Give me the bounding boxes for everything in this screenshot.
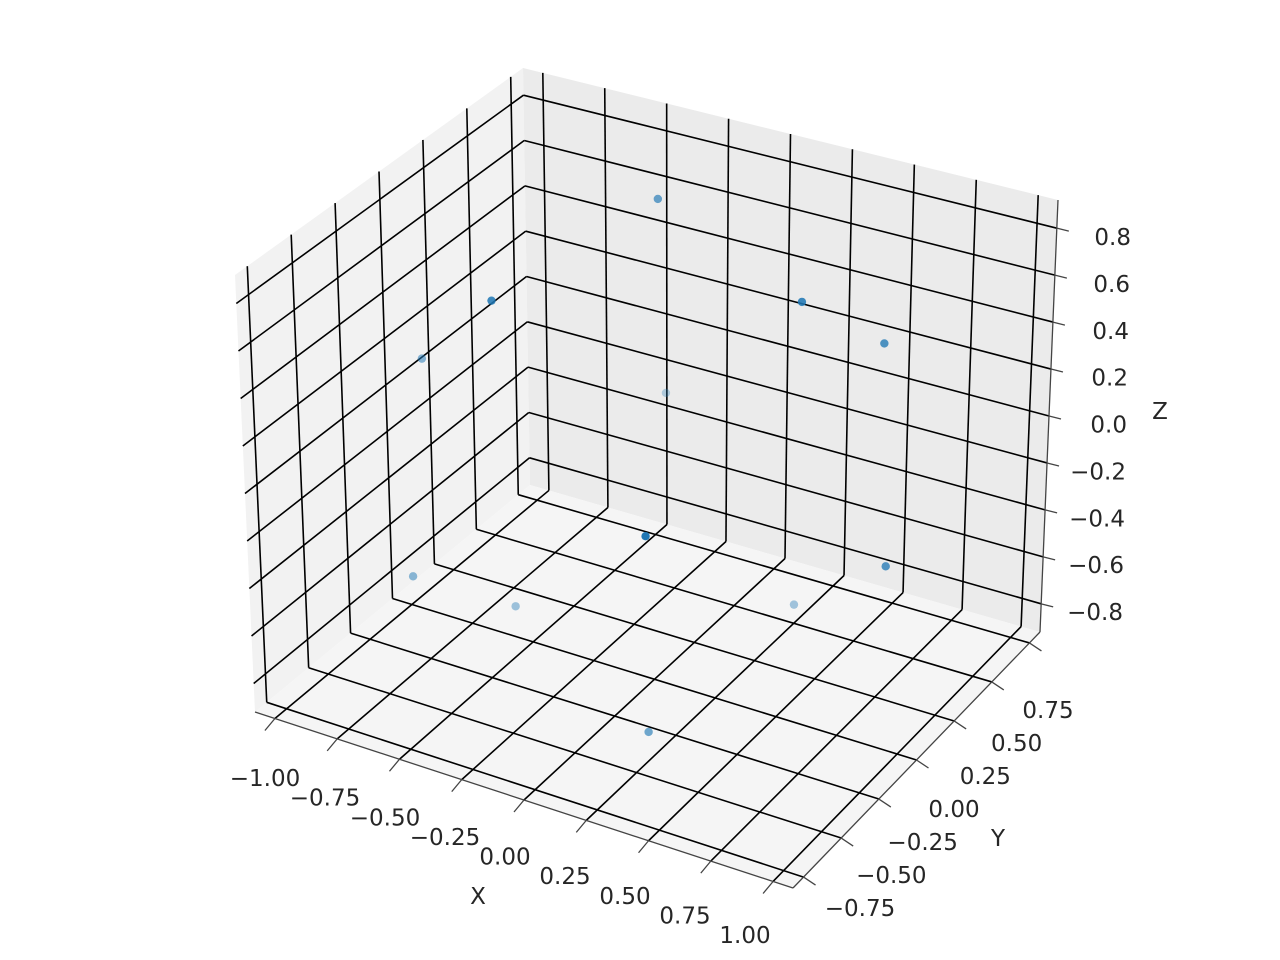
x-tick-label: 0.25: [539, 864, 590, 890]
y-tick-mark: [991, 681, 1005, 691]
data-point: [408, 572, 418, 581]
tick-labels: −1.00−0.75−0.50−0.250.000.250.500.751.00…: [230, 225, 1131, 949]
z-gridline-back: [527, 366, 1046, 511]
z-gridline-left: [244, 275, 527, 495]
data-point: [881, 562, 890, 571]
x-tick-label: 0.50: [599, 884, 650, 910]
x-axis-label: X: [470, 884, 486, 910]
z-gridline-left: [251, 411, 530, 637]
data-point: [511, 602, 520, 611]
data-point: [641, 531, 650, 541]
z-gridline-back: [525, 230, 1052, 370]
x-tick-label: −0.75: [290, 786, 360, 812]
z-tick-label: 0.2: [1091, 366, 1128, 392]
x-tick-mark: [326, 738, 338, 752]
z-gridline-back: [523, 94, 1058, 229]
z-gridline-left: [246, 321, 528, 542]
y-gridline-floor: [308, 666, 842, 839]
x-tick-mark: [513, 799, 525, 813]
data-point: [487, 296, 496, 305]
z-gridline-back: [528, 411, 1044, 558]
y-tick-mark: [1029, 642, 1042, 652]
z-tick-mark: [1056, 227, 1069, 232]
z-gridline-left: [235, 94, 524, 305]
z-tick-label: −0.2: [1070, 459, 1126, 485]
z-gridline-left: [240, 185, 526, 400]
z-tick-label: 0.0: [1090, 413, 1127, 439]
z-axis-label: Z: [1152, 399, 1168, 425]
x-tick-mark: [451, 779, 463, 793]
y-gridline-floor: [476, 528, 993, 683]
x-tick-mark: [388, 758, 400, 772]
axis-panes: [235, 68, 1058, 888]
z-tick-label: −0.4: [1069, 506, 1125, 532]
z-tick-mark: [1041, 603, 1054, 608]
y-tick-mark: [803, 876, 816, 886]
z-tick-mark: [1050, 368, 1064, 373]
y-tick-mark: [878, 798, 892, 808]
data-point: [417, 354, 427, 363]
y-tick-mark: [953, 720, 967, 730]
x-tick-mark: [762, 881, 774, 894]
x-tick-label: 0.00: [479, 845, 530, 871]
z-tick-label: −0.8: [1067, 600, 1123, 626]
x-tick-label: −0.50: [350, 805, 420, 831]
y-tick-label: −0.25: [887, 830, 957, 856]
x-tick-mark: [638, 840, 650, 854]
x-tick-label: 1.00: [719, 923, 770, 949]
data-point: [880, 339, 889, 348]
z-tick-mark: [1042, 556, 1056, 561]
data-point: [797, 297, 807, 307]
y-gridline-floor: [266, 701, 804, 878]
data-point: [661, 388, 671, 398]
x-pane: [235, 68, 530, 712]
z-gridline-back: [527, 321, 1048, 464]
y-axis-label: Y: [990, 826, 1006, 852]
data-point: [789, 600, 799, 609]
z-tick-mark: [1054, 274, 1068, 279]
x-tick-mark: [264, 718, 276, 731]
axis-lines: [254, 199, 1069, 894]
z-gridline-back: [529, 457, 1042, 605]
x-tick-label: −1.00: [230, 766, 300, 792]
data-points: [408, 194, 890, 737]
z-tick-mark: [1046, 462, 1060, 467]
y-tick-label: −0.75: [825, 896, 895, 922]
z-tick-label: −0.6: [1068, 553, 1124, 579]
y-gridline-floor: [350, 632, 880, 800]
y-tick-label: 0.50: [991, 731, 1042, 757]
z-gridline-back: [526, 275, 1050, 417]
z-tick-label: 0.6: [1093, 272, 1130, 298]
y-gridline-floor: [392, 597, 917, 761]
grid-lines: [235, 72, 1058, 883]
z-tick-label: 0.4: [1092, 319, 1129, 345]
y-tick-mark: [916, 759, 929, 769]
x-tick-label: 0.75: [659, 903, 710, 929]
y-tick-label: 0.25: [960, 764, 1011, 790]
z-gridline-back: [524, 139, 1056, 276]
y-tick-label: 0.75: [1022, 698, 1073, 724]
y-tick-label: 0.00: [928, 797, 979, 823]
z-tick-label: 0.8: [1094, 225, 1131, 251]
y-tick-label: −0.50: [856, 863, 926, 889]
x-tick-mark: [700, 860, 712, 874]
z-gridline-left: [242, 230, 527, 447]
x-tick-mark: [575, 819, 587, 833]
z-gridline-left: [248, 366, 529, 590]
x-tick-label: −0.25: [410, 825, 480, 851]
y-gridline-floor: [518, 493, 1030, 644]
y-tick-mark: [840, 837, 854, 847]
data-point: [653, 194, 663, 204]
z-gridline-back: [524, 185, 1054, 323]
z-gridline-left: [238, 139, 525, 352]
data-point: [644, 727, 653, 737]
y-pane: [523, 68, 1058, 632]
z-gridline-left: [253, 457, 531, 685]
z-tick-mark: [1052, 321, 1066, 326]
z-tick-mark: [1048, 415, 1062, 420]
z-tick-mark: [1044, 509, 1058, 514]
y-gridline-floor: [434, 563, 955, 722]
